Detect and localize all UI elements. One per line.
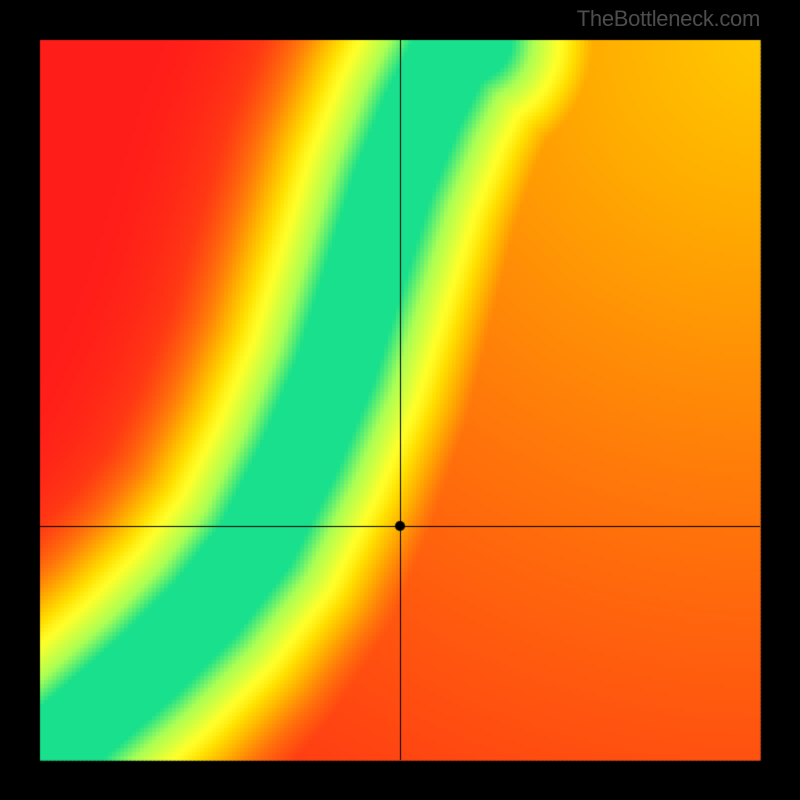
watermark-text: TheBottleneck.com <box>577 6 760 32</box>
heatmap-canvas <box>0 0 800 800</box>
chart-container: TheBottleneck.com <box>0 0 800 800</box>
